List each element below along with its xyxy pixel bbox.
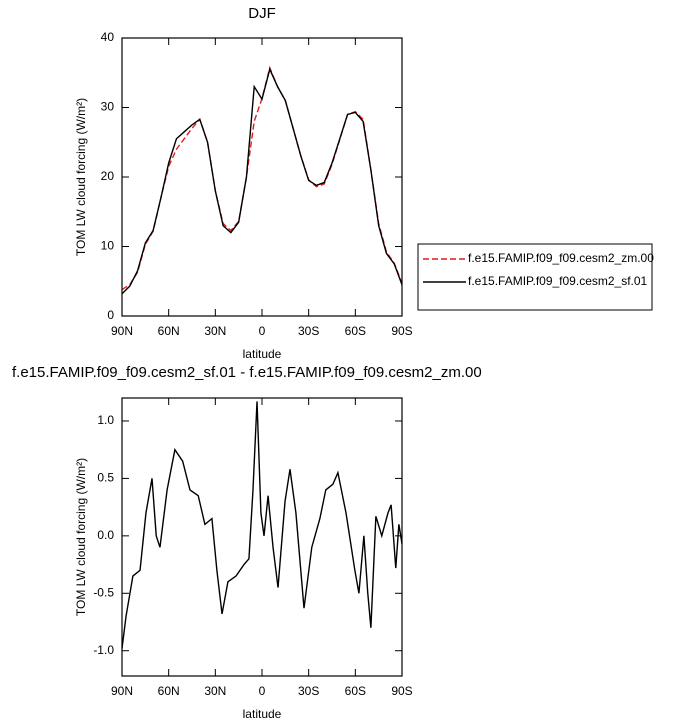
y-axis-label: TOM LW cloud forcing (W/m²): [74, 98, 88, 256]
x-tick-label: 0: [259, 324, 266, 338]
y-tick-label: 40: [101, 30, 115, 44]
plot-frame: [121, 397, 403, 677]
y-tick-label: 0.5: [97, 471, 114, 485]
y-tick-label: 10: [101, 239, 115, 253]
x-axis-label: latitude: [243, 347, 282, 361]
x-tick-label: 30S: [298, 684, 319, 698]
y-tick-label: 30: [101, 100, 115, 114]
plot-frame: [121, 37, 403, 317]
y-tick-label: 0: [107, 308, 114, 322]
x-tick-label: 90S: [391, 324, 412, 338]
x-tick-label: 90S: [391, 684, 412, 698]
x-tick-label: 0: [259, 684, 266, 698]
chart-title: f.e15.FAMIP.f09_f09.cesm2_sf.01 - f.e15.…: [12, 364, 482, 381]
x-tick-label: 60N: [158, 324, 180, 338]
x-tick-label: 90N: [111, 684, 133, 698]
legend-label: f.e15.FAMIP.f09_f09.cesm2_zm.00: [468, 251, 654, 265]
x-tick-label: 60S: [345, 684, 366, 698]
y-tick-label: 0.0: [97, 528, 114, 542]
data-line: [121, 65, 403, 291]
x-tick-label: 60S: [345, 324, 366, 338]
x-tick-label: 30N: [204, 684, 226, 698]
x-tick-label: 30N: [204, 324, 226, 338]
x-axis-label: latitude: [243, 707, 282, 721]
y-tick-label: 1.0: [97, 413, 114, 427]
data-line: [121, 67, 403, 295]
y-axis-label: TOM LW cloud forcing (W/m²): [74, 458, 88, 616]
x-tick-label: 90N: [111, 324, 133, 338]
data-line: [121, 401, 403, 649]
y-tick-label: -0.5: [93, 585, 114, 599]
y-tick-label: 20: [101, 169, 115, 183]
legend-box: [417, 243, 653, 311]
chart-title: DJF: [248, 5, 276, 22]
y-tick-label: -1.0: [93, 643, 114, 657]
legend-label: f.e15.FAMIP.f09_f09.cesm2_sf.01: [468, 274, 648, 288]
x-tick-label: 30S: [298, 324, 319, 338]
x-tick-label: 60N: [158, 684, 180, 698]
